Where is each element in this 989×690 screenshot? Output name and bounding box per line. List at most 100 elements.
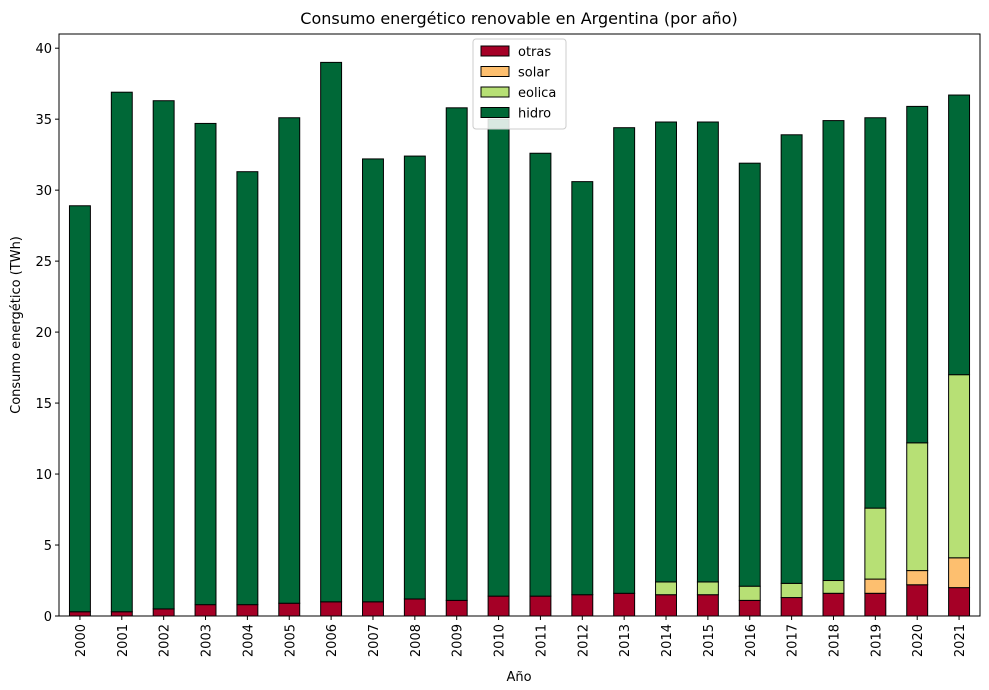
legend-swatch-hidro xyxy=(480,107,510,118)
chart-title: Consumo energético renovable en Argentin… xyxy=(300,9,737,28)
y-axis-label: Consumo energético (TWh) xyxy=(9,236,24,414)
bar-otras-2015 xyxy=(696,594,719,617)
bar-eolica-2016 xyxy=(738,585,761,601)
bar-hidro-2006 xyxy=(320,61,343,603)
bar-otras-2003 xyxy=(194,604,217,617)
bar-hidro-2019 xyxy=(864,117,887,509)
plot-frame xyxy=(58,33,981,617)
bar-hidro-2020 xyxy=(906,105,929,444)
y-tick-label: 35 xyxy=(35,113,52,128)
bar-eolica-2018 xyxy=(822,580,845,594)
legend-swatch-solar xyxy=(480,66,510,77)
legend-box xyxy=(472,38,567,130)
bar-otras-2021 xyxy=(948,587,971,617)
bar-otras-2018 xyxy=(822,592,845,617)
bar-otras-2006 xyxy=(320,601,343,617)
y-tick-label: 40 xyxy=(35,42,52,57)
bar-otras-2016 xyxy=(738,599,761,617)
bar-otras-2000 xyxy=(68,611,91,617)
x-tick-label: 2019 xyxy=(869,624,884,657)
bar-otras-2019 xyxy=(864,592,887,617)
bar-eolica-2020 xyxy=(906,442,929,572)
y-tick-label: 0 xyxy=(44,610,52,625)
bar-otras-2005 xyxy=(278,602,301,617)
bar-hidro-2021 xyxy=(948,94,971,376)
bar-otras-2001 xyxy=(110,611,133,617)
bar-eolica-2021 xyxy=(948,374,971,559)
x-tick-label: 2005 xyxy=(283,624,298,657)
bar-otras-2011 xyxy=(529,595,552,617)
x-tick-label: 2013 xyxy=(618,624,633,657)
bar-hidro-2000 xyxy=(68,205,91,613)
bars-group xyxy=(68,61,971,617)
bar-hidro-2008 xyxy=(403,155,426,600)
bar-eolica-2014 xyxy=(655,581,677,596)
x-tick-label: 2017 xyxy=(786,624,801,657)
bar-otras-2007 xyxy=(362,601,384,617)
x-tick-label: 2016 xyxy=(744,624,759,657)
bar-hidro-2010 xyxy=(487,118,510,597)
bar-hidro-2009 xyxy=(445,107,468,601)
y-tick-label: 25 xyxy=(35,255,52,270)
x-tick-label: 2010 xyxy=(493,624,508,657)
bar-hidro-2012 xyxy=(571,181,594,596)
x-tick-label: 2020 xyxy=(911,624,926,657)
x-axis-label: Año xyxy=(506,670,531,685)
bar-otras-2002 xyxy=(152,608,175,617)
x-tick-label: 2014 xyxy=(660,624,675,657)
x-tick-label: 2021 xyxy=(953,624,968,657)
x-tick-label: 2003 xyxy=(200,624,215,657)
bar-eolica-2017 xyxy=(780,582,803,599)
legend: otras solar eolica hidro xyxy=(472,38,567,130)
legend-label-hidro: hidro xyxy=(518,107,551,122)
bar-hidro-2004 xyxy=(236,171,259,606)
y-tick-label: 15 xyxy=(35,397,52,412)
bar-hidro-2003 xyxy=(194,122,217,606)
legend-swatch-otras xyxy=(480,45,510,57)
bar-solar-2019 xyxy=(864,578,887,594)
bar-otras-2017 xyxy=(780,597,803,617)
bar-hidro-2002 xyxy=(152,100,175,610)
x-tick-label: 2015 xyxy=(702,624,717,657)
bar-otras-2020 xyxy=(906,584,929,617)
bar-hidro-2015 xyxy=(696,121,719,583)
y-ticks: 0 5 10 15 20 25 30 35 40 xyxy=(35,42,59,625)
legend-label-otras: otras xyxy=(518,45,551,60)
bar-hidro-2017 xyxy=(780,134,803,584)
bar-otras-2014 xyxy=(655,594,677,617)
x-tick-label: 2007 xyxy=(367,624,382,657)
y-tick-label: 10 xyxy=(35,468,52,483)
bar-otras-2010 xyxy=(487,595,510,617)
x-ticks: 2000 2001 2002 2003 2004 2005 2006 2007 2008 2009… xyxy=(74,616,968,657)
bar-solar-2020 xyxy=(906,570,929,586)
bar-hidro-2007 xyxy=(362,158,384,603)
y-tick-label: 20 xyxy=(35,326,52,341)
bar-otras-2008 xyxy=(403,598,426,617)
x-tick-label: 2018 xyxy=(827,624,842,657)
x-tick-label: 2012 xyxy=(576,624,591,657)
y-tick-label: 30 xyxy=(35,184,52,199)
legend-swatch-eolica xyxy=(480,86,510,98)
bar-otras-2012 xyxy=(571,594,594,617)
bar-eolica-2019 xyxy=(864,507,887,580)
bar-otras-2013 xyxy=(613,592,636,617)
x-tick-label: 2011 xyxy=(534,624,549,657)
bar-otras-2009 xyxy=(445,599,468,617)
legend-label-eolica: eolica xyxy=(518,86,556,101)
bar-hidro-2018 xyxy=(822,120,845,582)
bar-hidro-2001 xyxy=(110,91,133,613)
x-tick-label: 2009 xyxy=(451,624,466,657)
bar-hidro-2005 xyxy=(278,117,301,604)
x-tick-label: 2001 xyxy=(116,624,131,657)
bar-otras-2004 xyxy=(236,604,259,617)
bar-eolica-2015 xyxy=(696,581,719,596)
bar-hidro-2016 xyxy=(738,162,761,587)
bar-hidro-2014 xyxy=(655,121,677,583)
legend-label-solar: solar xyxy=(518,66,550,81)
x-tick-label: 2006 xyxy=(325,624,340,657)
x-tick-label: 2000 xyxy=(74,624,89,657)
x-tick-label: 2002 xyxy=(158,624,173,657)
x-tick-label: 2004 xyxy=(241,624,256,657)
bar-hidro-2011 xyxy=(529,152,552,597)
